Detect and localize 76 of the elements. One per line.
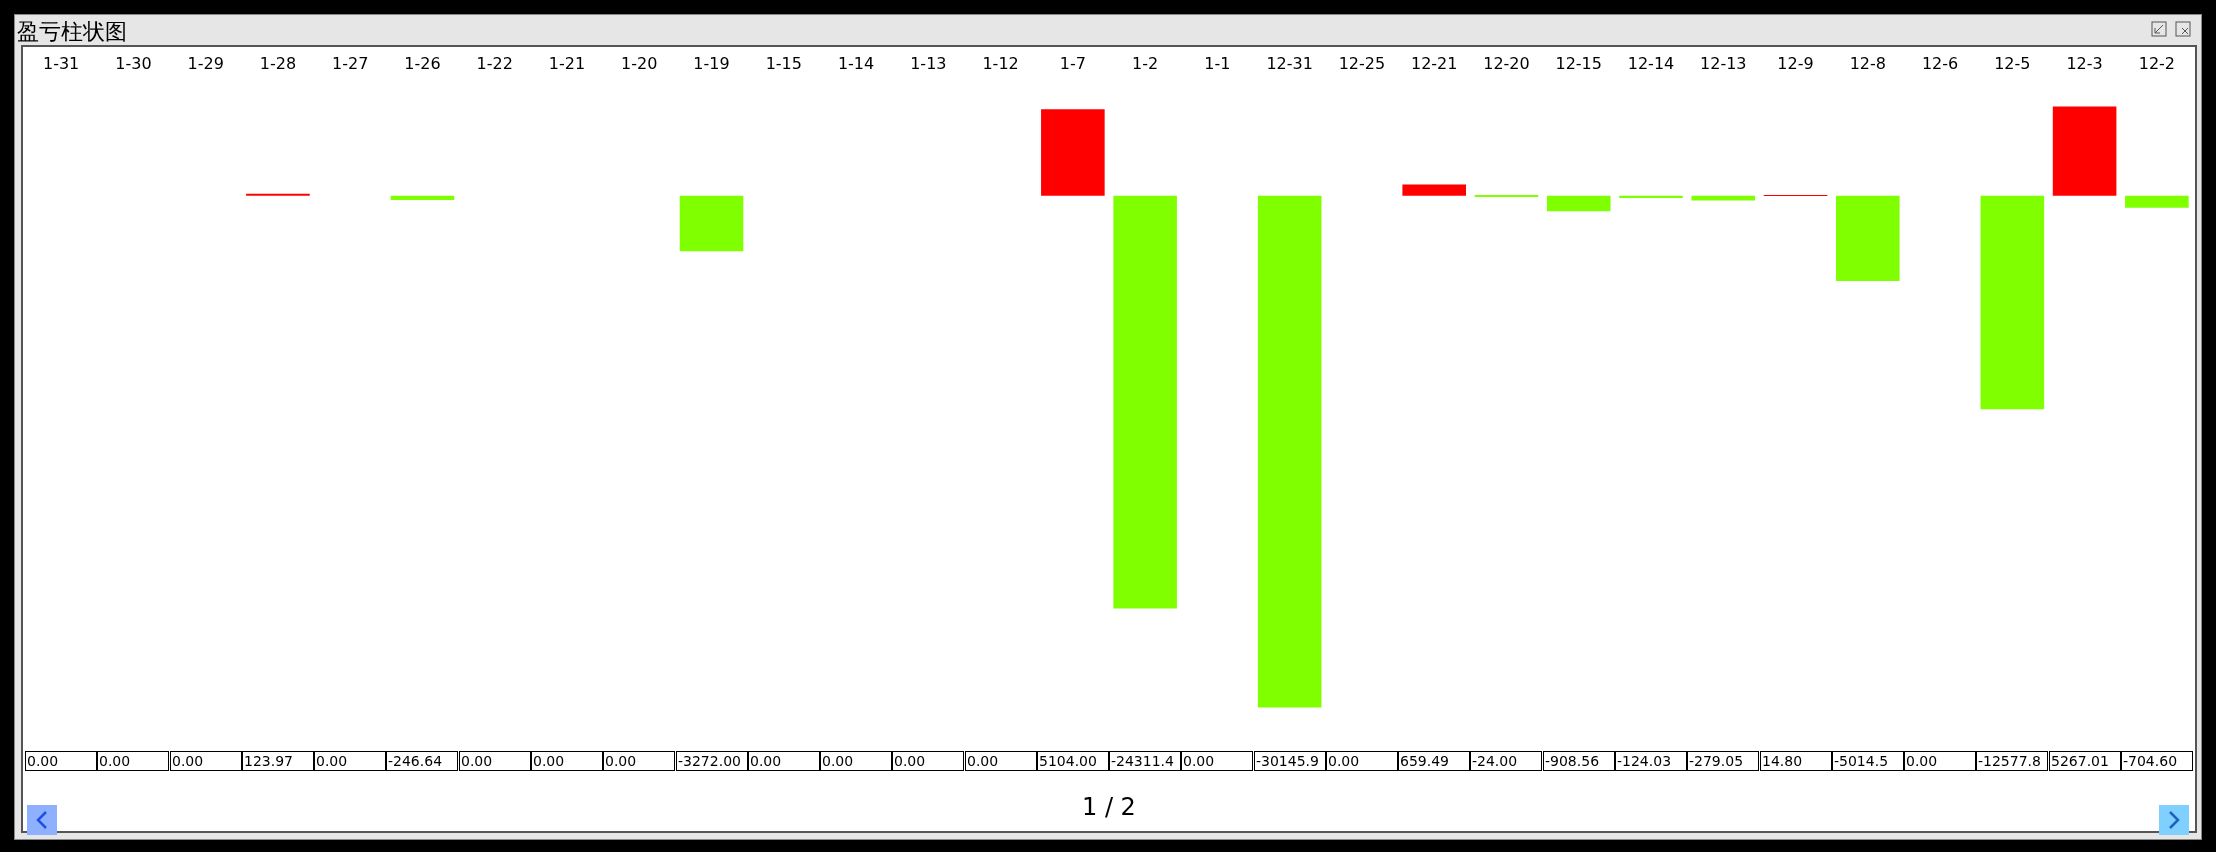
data-label: 0.00 (1183, 753, 1215, 769)
bar (246, 193, 310, 196)
data-label: -704.60 (2123, 753, 2178, 769)
x-tick-label: 12-15 (1555, 53, 1602, 73)
x-tick-label: 1-20 (621, 53, 658, 73)
data-label: 123.97 (244, 753, 293, 769)
bar (1257, 195, 1322, 708)
x-tick-label: 12-2 (2138, 53, 2176, 73)
data-label: -279.05 (1689, 753, 1744, 769)
x-tick-label: 1-15 (765, 53, 802, 73)
x-tick-label: 1-13 (910, 53, 947, 73)
data-label: 0.00 (461, 753, 493, 769)
x-tick-label: 1-1 (1204, 53, 1231, 73)
data-label: -246.64 (388, 753, 443, 769)
data-label: 0.00 (1328, 753, 1360, 769)
data-label: 0.00 (1906, 753, 1938, 769)
data-label: 659.49 (1400, 753, 1449, 769)
x-tick-label: 1-21 (548, 53, 586, 73)
data-label: 0.00 (750, 753, 782, 769)
x-tick-label: 1-22 (476, 53, 513, 73)
bar (1402, 184, 1466, 196)
data-label: 5104.00 (1039, 753, 1097, 769)
x-tick-label: 12-8 (1849, 53, 1886, 73)
x-tick-label: 1-30 (115, 53, 152, 73)
x-tick-label: 1-28 (259, 53, 297, 73)
bar (1691, 195, 1756, 201)
x-tick-label: 12-25 (1338, 53, 1386, 73)
text: 1 / 2 (1082, 793, 1136, 821)
bar (1980, 195, 2045, 410)
bar (2125, 195, 2189, 208)
data-label: 0.00 (605, 753, 637, 769)
data-label: -24.00 (1472, 753, 1518, 769)
x-tick-label: 12-31 (1266, 53, 1313, 73)
data-label: -3272.00 (678, 753, 741, 769)
data-label: -908.56 (1545, 753, 1600, 769)
data-label: 0.00 (822, 753, 854, 769)
x-tick-label: 1-29 (187, 53, 224, 73)
x-tick-label: 1-2 (1132, 53, 1159, 73)
x-tick-label: 12-3 (2066, 53, 2103, 73)
x-tick-label: 1-12 (982, 53, 1019, 73)
data-label: 0.00 (533, 753, 565, 769)
x-tick-label: 12-13 (1700, 53, 1747, 73)
x-tick-label: 12-21 (1410, 53, 1458, 73)
data-label: -12577.8 (1978, 753, 2041, 769)
x-tick-label: 12-5 (1994, 53, 2031, 73)
data-label: -124.03 (1617, 753, 1672, 769)
x-tick-label: 1-26 (404, 53, 441, 73)
bar (1546, 195, 1611, 212)
x-tick-label: 12-20 (1483, 53, 1530, 73)
x-tick-label: 12-6 (1921, 53, 1959, 73)
data-label: -5014.5 (1834, 753, 1889, 769)
data-label: 0.00 (99, 753, 131, 769)
x-tick-label: 1-19 (693, 53, 730, 73)
bar (1836, 195, 1900, 281)
x-tick-label: 1-31 (42, 53, 80, 73)
bar (1113, 195, 1177, 609)
bar (1619, 195, 1683, 198)
data-label: 0.00 (172, 753, 204, 769)
data-label: 0.00 (27, 753, 59, 769)
bar (390, 195, 455, 200)
data-label: 0.00 (894, 753, 926, 769)
x-tick-label: 12-9 (1777, 53, 1814, 73)
chart-title: 盈亏柱状图 (17, 18, 127, 46)
data-label: -30145.9 (1256, 753, 1319, 769)
bar (679, 195, 744, 252)
x-tick-label: 1-14 (837, 53, 875, 73)
data-label: 14.80 (1762, 753, 1803, 769)
x-tick-label: 12-14 (1627, 53, 1675, 73)
data-label: 0.00 (316, 753, 348, 769)
x-tick-label: 1-7 (1059, 53, 1086, 73)
bar (2052, 106, 2117, 196)
bar (1041, 109, 1105, 196)
data-label: -24311.4 (1111, 753, 1175, 769)
x-tick-label: 1-27 (332, 53, 369, 73)
data-label: 5267.01 (2051, 753, 2109, 769)
data-label: 0.00 (967, 753, 999, 769)
